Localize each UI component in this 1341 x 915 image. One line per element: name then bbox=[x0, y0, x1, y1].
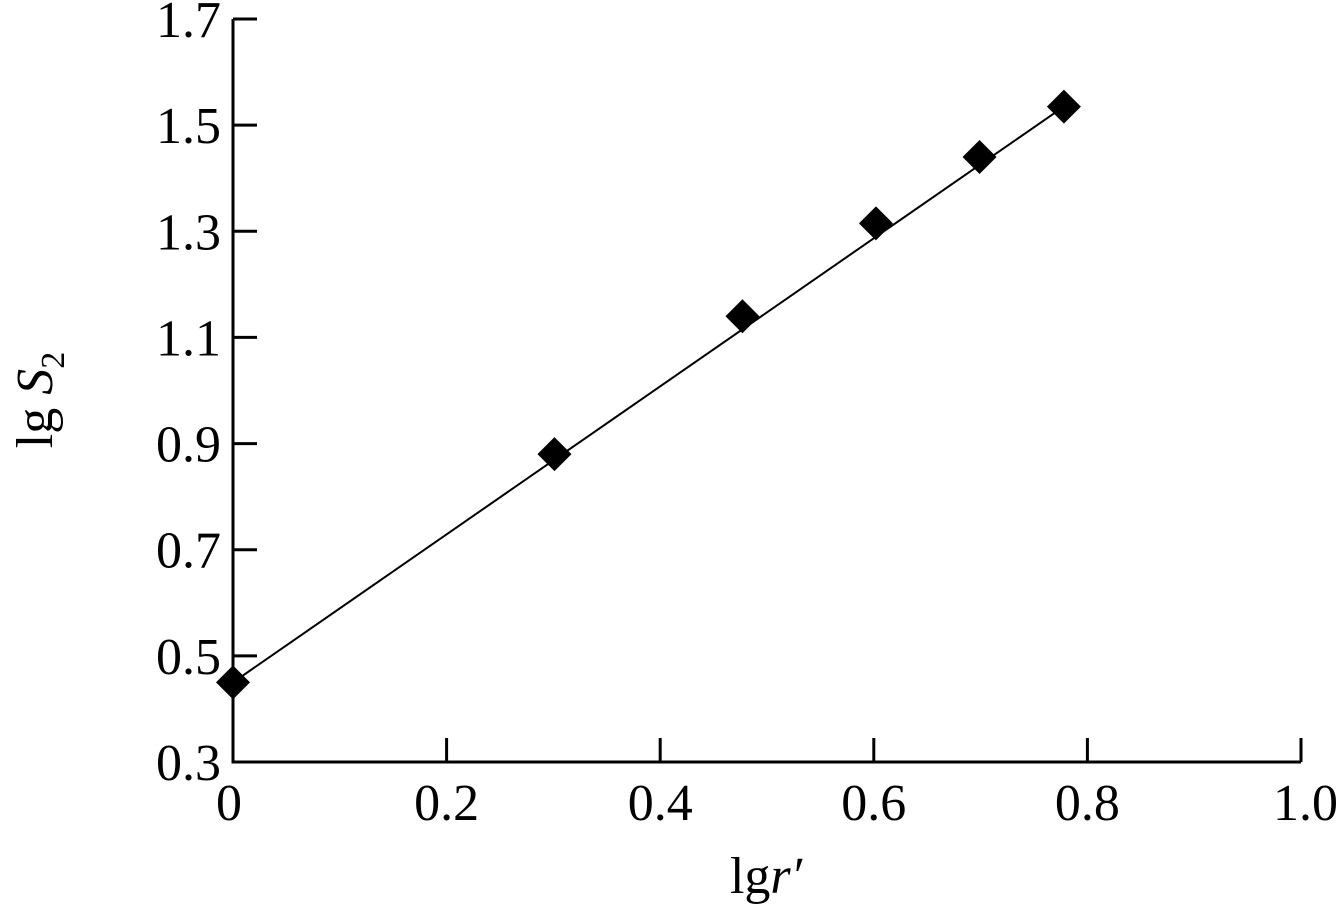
y-tick-label: 1.3 bbox=[156, 204, 221, 261]
data-point bbox=[216, 665, 250, 700]
y-tick-label: 0.3 bbox=[156, 735, 221, 792]
tick-labels: 0.3 0.5 0.7 0.9 1.1 1.3 1.5 1.7 0 0.2 0.4 0.6 0.8 1.0 bbox=[156, 0, 1338, 832]
x-axis-label-variable: r′ bbox=[770, 848, 803, 905]
x-tick-label: 0 bbox=[216, 775, 242, 832]
y-axis-label-prefix: lg bbox=[7, 395, 64, 448]
x-tick-label: 1.0 bbox=[1273, 775, 1338, 832]
y-axis-label-subscript: 2 bbox=[35, 352, 72, 369]
data-point bbox=[537, 437, 572, 472]
y-axis-label-variable: S bbox=[7, 369, 64, 395]
x-tick-label: 0.4 bbox=[628, 775, 693, 832]
x-tick-label: 0.8 bbox=[1055, 775, 1120, 832]
y-axis-label: lg S2 bbox=[7, 352, 72, 448]
data-point bbox=[858, 206, 893, 241]
y-tick-label: 0.5 bbox=[156, 629, 221, 686]
y-tick-label: 1.1 bbox=[156, 310, 221, 367]
y-tick-label: 0.7 bbox=[156, 523, 221, 580]
data-point bbox=[1046, 89, 1081, 124]
x-axis-label: lgr′ bbox=[730, 848, 804, 905]
data-markers bbox=[216, 89, 1081, 700]
axis-lines bbox=[231, 19, 1301, 764]
data-point bbox=[962, 139, 997, 174]
y-tick-label: 0.9 bbox=[156, 417, 221, 474]
axes bbox=[231, 19, 1301, 764]
x-axis-label-prefix: lg bbox=[730, 848, 770, 905]
y-tick-label: 1.7 bbox=[156, 0, 221, 49]
x-tick-label: 0.6 bbox=[841, 775, 906, 832]
y-tick-label: 1.5 bbox=[156, 98, 221, 155]
fit-line bbox=[232, 105, 1065, 684]
x-tick-label: 0.2 bbox=[414, 775, 479, 832]
ticks bbox=[233, 17, 1303, 764]
data-point bbox=[725, 299, 760, 334]
